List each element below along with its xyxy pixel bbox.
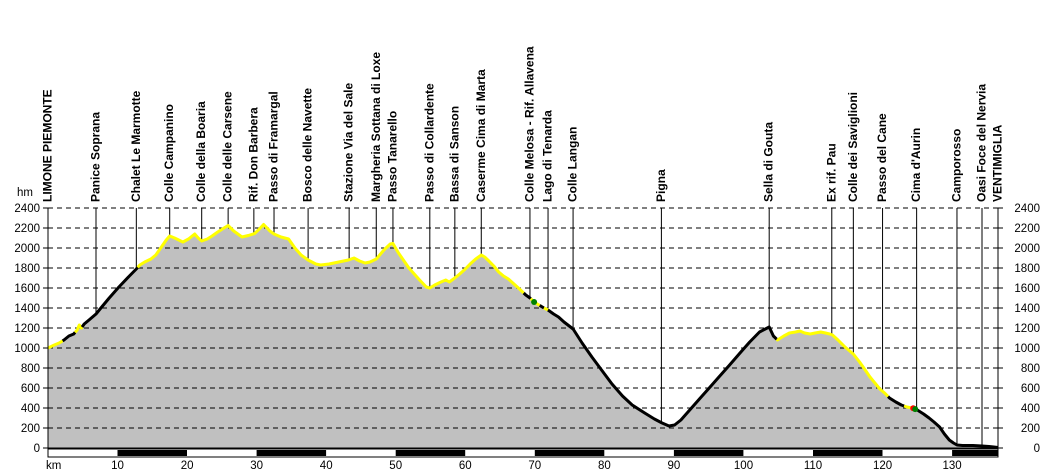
surface-segment-paved <box>522 291 532 300</box>
waypoint-label: Passo del Cane <box>875 113 889 202</box>
surface-segment-unpaved <box>775 329 890 398</box>
waypoint-label: Colle delle Carsene <box>221 91 235 202</box>
y-axis-label-left: 800 <box>21 363 40 375</box>
waypoint-label: Colle della Boaria <box>194 101 208 202</box>
surface-marker <box>531 299 538 305</box>
surface-segment-unpaved <box>136 223 525 295</box>
surface-marker <box>912 406 919 413</box>
y-axis-label-left: 1200 <box>14 323 40 335</box>
waypoint-label: Camporosso <box>950 129 964 202</box>
scalebar-black-segment <box>813 450 883 456</box>
waypoint-label: VENTIMIGLIA <box>991 124 1005 202</box>
y-axis-label-left: 1400 <box>14 303 40 315</box>
y-axis-label-right: 200 <box>1021 423 1040 435</box>
x-axis-label: 130 <box>943 460 962 472</box>
y-axis-label-left: 2400 <box>14 203 40 215</box>
waypoint-label: Passo di Framargal <box>267 91 281 202</box>
x-unit-label: km <box>46 460 61 472</box>
waypoint-label: Oasi Foce del Nervia <box>975 84 989 202</box>
y-axis-label-left: 200 <box>21 423 40 435</box>
y-axis-label-right: 0 <box>1034 443 1040 455</box>
waypoint-label: Bosco delle Navette <box>301 88 315 202</box>
y-axis-label-right: 2200 <box>1014 223 1040 235</box>
surface-segment-unpaved <box>543 306 549 312</box>
surface-segment-unpaved <box>903 404 913 410</box>
y-axis-label-left: 1800 <box>14 263 40 275</box>
waypoint-label: Chalet Le Marmotte <box>129 90 143 202</box>
y-axis-label-right: 400 <box>1021 403 1040 415</box>
waypoint-label: Sella di Gouta <box>762 122 776 202</box>
waypoint-label: Colle Campanino <box>162 104 176 202</box>
y-axis-label-right: 800 <box>1021 363 1040 375</box>
x-axis-label: 40 <box>320 460 333 472</box>
waypoint-label: Colle Melosa - Rif. Allavena <box>523 46 537 202</box>
waypoint-label: Rif. Don Barbera <box>246 107 260 202</box>
surface-segment-paved <box>547 308 778 428</box>
surface-segment-paved <box>887 395 905 408</box>
x-axis-label: 80 <box>598 460 611 472</box>
scalebar-black-segment <box>952 450 998 456</box>
scalebar-black-segment <box>256 450 327 456</box>
y-axis-label-left: 0 <box>34 443 40 455</box>
waypoint-label: Bassa di Sanson <box>447 106 461 202</box>
surface-segment-unpaved <box>47 339 64 350</box>
y-axis-label-right: 2400 <box>1014 203 1040 215</box>
waypoint-label: Panice Soprana <box>89 112 103 202</box>
y-axis-label-left: 1600 <box>14 283 40 295</box>
y-axis-label-right: 600 <box>1021 383 1040 395</box>
scalebar-black-segment <box>117 450 187 456</box>
waypoint-label: Passo Tanarello <box>385 111 399 202</box>
waypoint-label: Colle Langan <box>566 127 580 202</box>
surface-segment-paved <box>538 304 545 310</box>
scalebar-black-segment <box>673 450 744 456</box>
profile-area <box>48 224 998 448</box>
x-axis-label: 60 <box>459 460 472 472</box>
y-axis-label-left: 2200 <box>14 223 40 235</box>
x-axis-label: 10 <box>111 460 124 472</box>
y-unit-label: hm <box>17 187 33 199</box>
x-axis-label: 100 <box>734 460 753 472</box>
y-axis-label-right: 1200 <box>1014 323 1040 335</box>
surface-segment-paved <box>61 331 77 343</box>
y-axis-label-right: 1400 <box>1014 303 1040 315</box>
y-axis-label-left: 1000 <box>14 343 40 355</box>
x-axis-label: 30 <box>250 460 263 472</box>
waypoint-label: Cima d'Aurin <box>909 128 923 202</box>
y-axis-label-left: 400 <box>21 403 40 415</box>
scalebar-black-segment <box>534 450 605 456</box>
y-axis-label-left: 2000 <box>14 243 40 255</box>
x-axis-label: 70 <box>528 460 541 472</box>
surface-segment-paved <box>911 406 999 449</box>
x-axis-label: 90 <box>668 460 681 472</box>
y-axis-label-right: 1600 <box>1014 283 1040 295</box>
waypoint-label: Colle dei Saviglioni <box>846 92 860 202</box>
surface-segment-unpaved <box>73 323 84 334</box>
waypoint-label: Caserme Cima di Marta <box>474 69 488 202</box>
waypoint-label: LIMONE PIEMONTE <box>41 89 55 202</box>
y-axis-label-right: 1800 <box>1014 263 1040 275</box>
x-axis-label: 120 <box>873 460 892 472</box>
y-axis-label-left: 600 <box>21 383 40 395</box>
waypoint-label: Pigna <box>654 169 668 202</box>
y-axis-label-right: 2000 <box>1014 243 1040 255</box>
waypoint-label: Passo di Collardente <box>422 83 436 202</box>
y-axis-label-right: 1000 <box>1014 343 1040 355</box>
x-axis-label: 50 <box>389 460 402 472</box>
waypoint-label: Lago di Tenarda <box>541 110 555 202</box>
x-axis-label: 110 <box>804 460 822 472</box>
waypoint-label: Ex rif. Pau <box>824 143 838 202</box>
surface-segment-paved <box>80 266 139 328</box>
x-axis-label: 20 <box>181 460 194 472</box>
waypoint-label: Margheria Sottana di Loxe <box>369 52 383 202</box>
scalebar-black-segment <box>395 450 466 456</box>
waypoint-label: Stazione Via del Sale <box>342 83 356 202</box>
